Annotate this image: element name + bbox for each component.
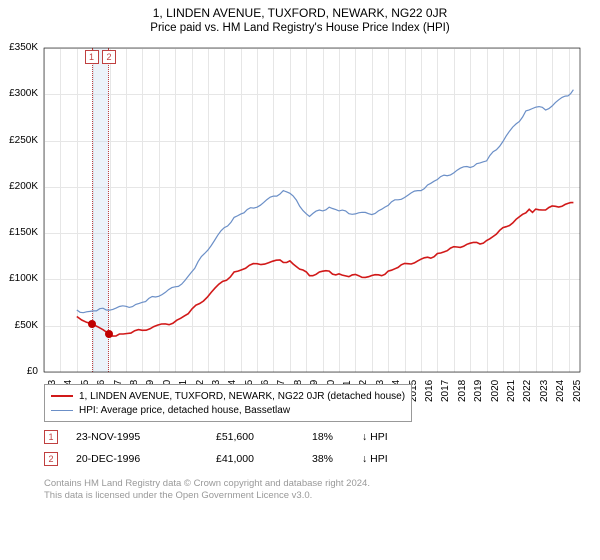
legend-label: 1, LINDEN AVENUE, TUXFORD, NEWARK, NG22 …: [79, 391, 405, 402]
footer-text: Contains HM Land Registry data © Crown c…: [44, 478, 370, 502]
footer-line-1: Contains HM Land Registry data © Crown c…: [44, 478, 370, 490]
event-row: 2 20-DEC-1996£41,00038%↓ HPI: [44, 448, 388, 470]
event-row: 1 23-NOV-1995£51,60018%↓ HPI: [44, 426, 388, 448]
series-hpi: [77, 90, 574, 313]
events-table: 1 23-NOV-1995£51,60018%↓ HPI 2 20-DEC-1996£…: [44, 426, 388, 470]
event-direction: ↓ HPI: [362, 431, 388, 443]
event-date: 23-NOV-1995: [76, 431, 216, 443]
chart-svg: [0, 0, 600, 400]
event-index-box: 1: [44, 430, 58, 444]
chart: £0£50K£100K£150K£200K£250K£300K£350K1993…: [0, 0, 600, 400]
series-subject: [77, 203, 574, 337]
legend-swatch: [51, 410, 73, 411]
legend-item: HPI: Average price, detached house, Bass…: [51, 403, 405, 417]
event-direction: ↓ HPI: [362, 453, 388, 465]
legend-label: HPI: Average price, detached house, Bass…: [79, 405, 290, 416]
event-price: £51,600: [216, 431, 312, 443]
event-pct: 18%: [312, 431, 362, 443]
legend-item: 1, LINDEN AVENUE, TUXFORD, NEWARK, NG22 …: [51, 389, 405, 403]
event-price: £41,000: [216, 453, 312, 465]
data-point: [88, 320, 96, 328]
footer-line-2: This data is licensed under the Open Gov…: [44, 490, 370, 502]
legend: 1, LINDEN AVENUE, TUXFORD, NEWARK, NG22 …: [44, 384, 412, 422]
event-date: 20-DEC-1996: [76, 453, 216, 465]
legend-swatch: [51, 395, 73, 397]
event-pct: 38%: [312, 453, 362, 465]
event-index-box: 2: [44, 452, 58, 466]
